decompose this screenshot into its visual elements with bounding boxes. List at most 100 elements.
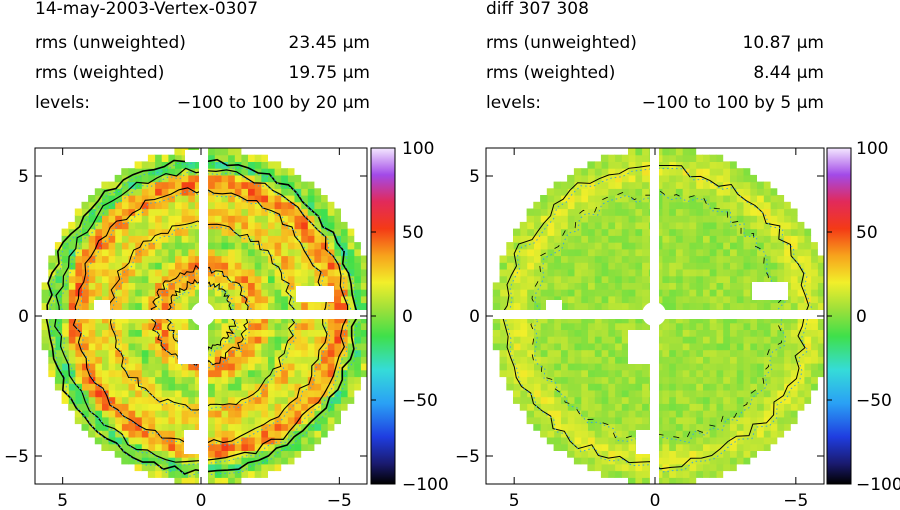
map-cell	[254, 470, 262, 478]
map-cell	[682, 148, 690, 156]
map-cell	[307, 201, 315, 210]
map-cell	[74, 302, 82, 310]
map-cell	[181, 396, 189, 404]
map-cell	[695, 168, 703, 176]
map-cell	[729, 255, 737, 263]
map-cell	[194, 262, 202, 270]
map-cell	[546, 289, 555, 297]
map-cell	[108, 269, 116, 277]
map-cell	[234, 248, 242, 257]
map-cell	[499, 262, 507, 270]
map-cell	[141, 336, 149, 344]
map-cell	[141, 201, 149, 210]
map-cell	[756, 437, 764, 445]
map-cell	[661, 363, 670, 371]
map-cell	[207, 329, 215, 337]
map-cell	[526, 295, 534, 304]
map-cell	[519, 369, 528, 378]
map-cell	[560, 181, 568, 189]
map-cell	[749, 356, 757, 364]
map-cell	[742, 430, 751, 438]
map-cell	[594, 316, 602, 324]
map-cell	[174, 396, 182, 404]
map-cell	[702, 423, 710, 431]
map-cell	[729, 410, 737, 418]
map-cell	[333, 363, 341, 371]
map-cell	[134, 403, 142, 411]
left-title: 14-may-2003-Vertex-0307	[35, 0, 258, 19]
map-cell	[729, 403, 737, 411]
map-cell	[803, 349, 812, 357]
map-cell	[128, 336, 136, 344]
map-cell	[128, 174, 136, 183]
map-cell	[260, 221, 268, 230]
map-cell	[247, 201, 255, 210]
map-cell	[546, 349, 555, 357]
map-cell	[763, 188, 771, 196]
map-cell	[519, 289, 528, 297]
map-cell	[74, 242, 82, 250]
map-cell	[313, 221, 322, 230]
map-cell	[220, 262, 229, 270]
map-cell	[594, 161, 602, 169]
map-cell	[154, 295, 162, 304]
map-cell	[661, 349, 670, 357]
map-cell	[128, 396, 136, 404]
map-cell	[347, 242, 355, 250]
map-cell	[247, 437, 255, 445]
map-cell	[553, 410, 561, 418]
map-cell	[641, 376, 649, 384]
map-cell	[776, 235, 785, 243]
map-cell	[61, 356, 69, 364]
map-cell	[287, 356, 295, 364]
map-cell	[88, 282, 96, 290]
map-cell	[154, 376, 162, 384]
map-cell	[688, 457, 697, 465]
map-cell	[267, 221, 275, 230]
map-cell	[161, 235, 169, 243]
map-cell	[688, 450, 697, 458]
map-cell	[88, 295, 96, 304]
map-cell	[327, 302, 335, 310]
map-cell	[134, 437, 142, 445]
map-cell	[333, 316, 341, 324]
map-cell	[154, 168, 162, 176]
map-cell	[492, 289, 501, 297]
map-cell	[695, 437, 703, 445]
map-cell	[274, 248, 282, 257]
map-cell	[641, 369, 649, 378]
map-cell	[607, 383, 616, 391]
map-cell	[307, 437, 315, 445]
map-cell	[790, 248, 798, 257]
map-cell	[74, 369, 82, 378]
map-cell	[134, 423, 142, 431]
map-cell	[634, 248, 643, 257]
map-cell	[320, 262, 328, 270]
map-cell	[128, 410, 136, 418]
map-cell	[227, 376, 235, 384]
map-cell	[742, 295, 751, 304]
map-cell	[668, 443, 676, 451]
map-cell	[594, 430, 602, 438]
map-cell	[294, 275, 302, 283]
map-cell	[567, 329, 575, 337]
map-cell	[227, 289, 235, 297]
map-cell	[513, 295, 521, 304]
map-cell	[573, 430, 582, 438]
map-cell	[333, 289, 341, 297]
map-cell	[181, 174, 189, 183]
map-cell	[607, 322, 616, 330]
map-cell	[274, 235, 282, 243]
map-cell	[540, 242, 548, 250]
map-cell	[340, 396, 348, 404]
map-cell	[533, 316, 541, 324]
map-cell	[240, 423, 248, 431]
map-cell	[668, 470, 676, 478]
map-cell	[682, 221, 690, 230]
map-cell	[114, 248, 122, 257]
map-cell	[41, 342, 49, 351]
map-cell	[54, 269, 63, 277]
map-cell	[260, 410, 268, 418]
map-cell	[128, 356, 136, 364]
map-cell	[121, 457, 129, 465]
